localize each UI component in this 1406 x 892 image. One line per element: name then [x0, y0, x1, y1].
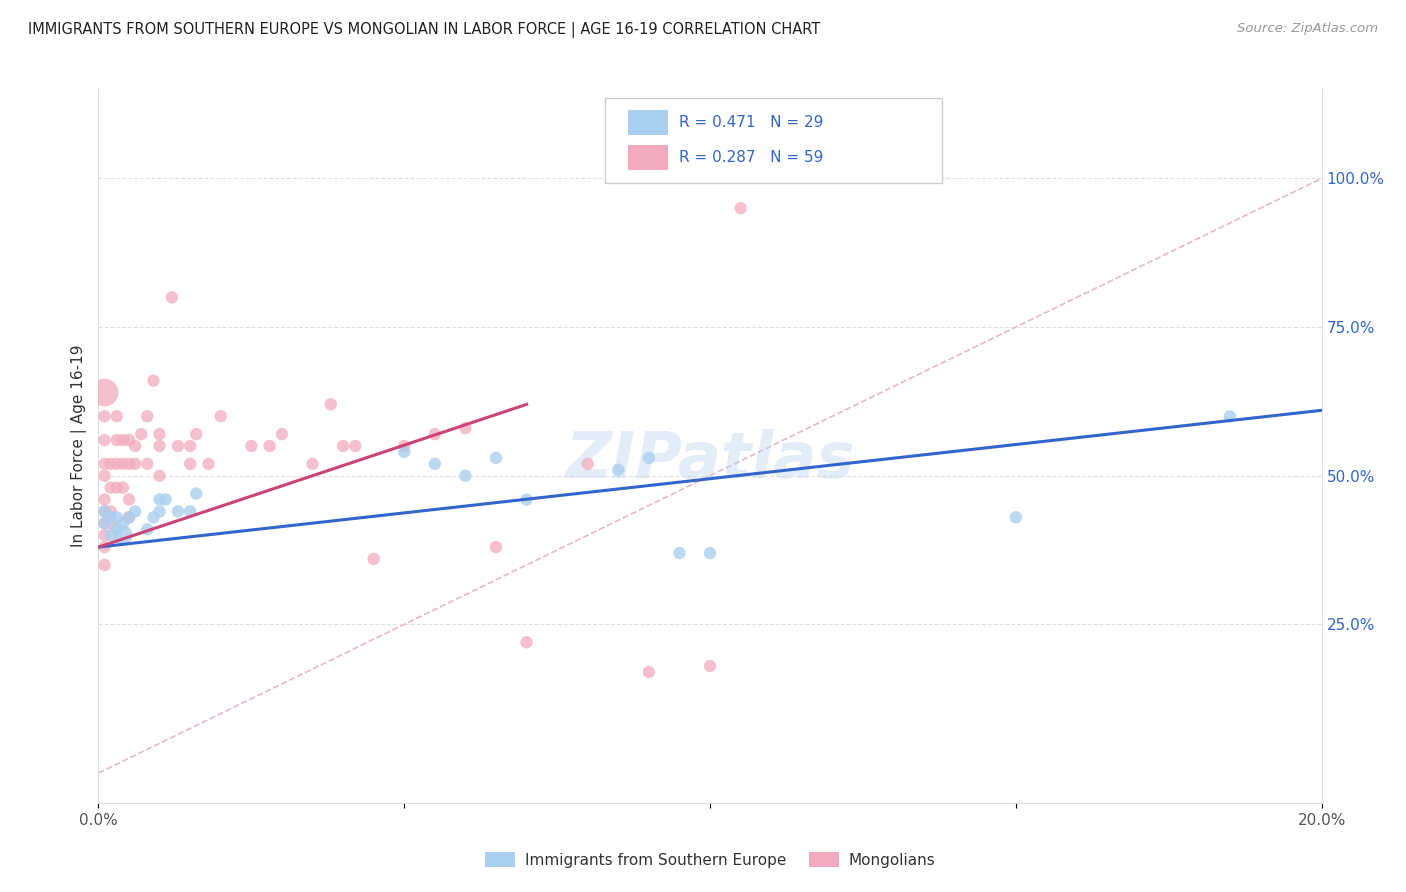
- Point: [638, 665, 661, 679]
- Point: [105, 481, 128, 495]
- Point: [485, 450, 508, 465]
- Point: [93, 433, 115, 447]
- Point: [111, 481, 134, 495]
- Point: [197, 457, 219, 471]
- Point: [319, 397, 342, 411]
- Point: [160, 290, 183, 304]
- Text: Source: ZipAtlas.com: Source: ZipAtlas.com: [1237, 22, 1378, 36]
- Point: [638, 450, 661, 465]
- Point: [1004, 510, 1026, 524]
- Point: [118, 510, 141, 524]
- Point: [136, 522, 159, 536]
- Point: [454, 468, 477, 483]
- Point: [332, 439, 354, 453]
- Point: [179, 504, 201, 518]
- Point: [392, 439, 416, 453]
- Point: [93, 558, 115, 572]
- Point: [118, 457, 141, 471]
- Point: [668, 546, 690, 560]
- Y-axis label: In Labor Force | Age 16-19: In Labor Force | Age 16-19: [72, 344, 87, 548]
- Point: [93, 504, 115, 518]
- Point: [93, 457, 115, 471]
- Point: [105, 510, 128, 524]
- Point: [105, 409, 128, 424]
- Point: [100, 504, 122, 518]
- Point: [129, 427, 152, 442]
- Point: [1219, 409, 1241, 424]
- Point: [111, 528, 134, 542]
- Point: [730, 201, 752, 215]
- Point: [93, 385, 115, 400]
- Point: [699, 546, 721, 560]
- Point: [124, 504, 146, 518]
- Point: [93, 540, 115, 554]
- Point: [454, 421, 477, 435]
- Point: [105, 457, 128, 471]
- Point: [149, 492, 172, 507]
- Point: [105, 522, 128, 536]
- Point: [100, 516, 122, 531]
- Point: [93, 409, 115, 424]
- Point: [149, 504, 172, 518]
- Text: R = 0.287   N = 59: R = 0.287 N = 59: [679, 151, 824, 165]
- Point: [179, 457, 201, 471]
- Point: [118, 492, 141, 507]
- Point: [576, 457, 599, 471]
- Point: [142, 374, 165, 388]
- Point: [100, 457, 122, 471]
- Point: [167, 504, 190, 518]
- Point: [111, 433, 134, 447]
- Point: [93, 516, 115, 531]
- Point: [149, 439, 172, 453]
- Point: [100, 510, 122, 524]
- Point: [93, 516, 115, 531]
- Point: [516, 492, 538, 507]
- Point: [105, 433, 128, 447]
- Text: R = 0.471   N = 29: R = 0.471 N = 29: [679, 115, 824, 129]
- Point: [270, 427, 294, 442]
- Point: [167, 439, 190, 453]
- Legend: Immigrants from Southern Europe, Mongolians: Immigrants from Southern Europe, Mongoli…: [478, 846, 942, 873]
- Point: [240, 439, 263, 453]
- Point: [118, 433, 141, 447]
- Point: [179, 439, 201, 453]
- Point: [607, 463, 630, 477]
- Point: [516, 635, 538, 649]
- Point: [423, 457, 446, 471]
- Point: [344, 439, 367, 453]
- Point: [259, 439, 281, 453]
- Point: [142, 510, 165, 524]
- Point: [124, 457, 146, 471]
- Point: [93, 468, 115, 483]
- Point: [485, 540, 508, 554]
- Point: [363, 552, 385, 566]
- Point: [149, 468, 172, 483]
- Point: [111, 516, 134, 531]
- Point: [118, 510, 141, 524]
- Point: [111, 457, 134, 471]
- Point: [423, 427, 446, 442]
- Point: [100, 481, 122, 495]
- Point: [100, 528, 122, 542]
- Point: [93, 528, 115, 542]
- Point: [699, 659, 721, 673]
- Point: [136, 457, 159, 471]
- Point: [186, 427, 208, 442]
- Point: [155, 492, 177, 507]
- Point: [209, 409, 232, 424]
- Text: ZIPatlas: ZIPatlas: [565, 429, 855, 491]
- Text: IMMIGRANTS FROM SOUTHERN EUROPE VS MONGOLIAN IN LABOR FORCE | AGE 16-19 CORRELAT: IMMIGRANTS FROM SOUTHERN EUROPE VS MONGO…: [28, 22, 820, 38]
- Point: [392, 445, 416, 459]
- Point: [301, 457, 323, 471]
- Point: [149, 427, 172, 442]
- Point: [136, 409, 159, 424]
- Point: [124, 439, 146, 453]
- Point: [186, 486, 208, 500]
- Point: [93, 504, 115, 518]
- Point: [93, 492, 115, 507]
